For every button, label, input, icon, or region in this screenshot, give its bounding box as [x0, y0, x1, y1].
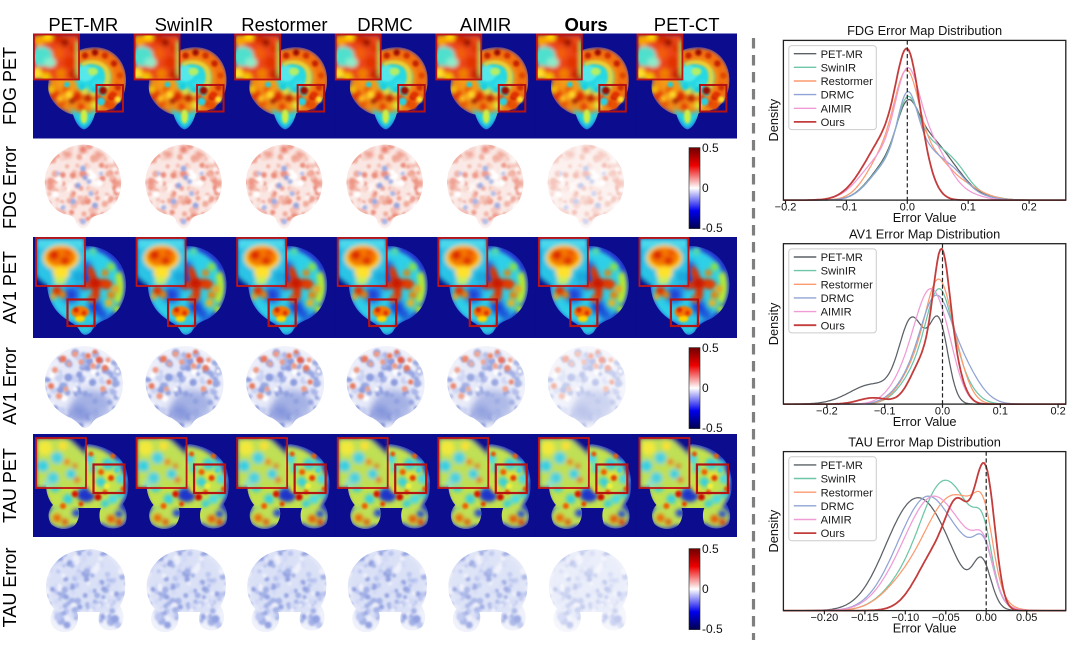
- svg-text:0.2: 0.2: [1050, 406, 1065, 418]
- svg-text:Error Value: Error Value: [893, 210, 957, 225]
- svg-text:FDG Error: FDG Error: [0, 146, 20, 229]
- svg-text:AV1 Error: AV1 Error: [0, 347, 20, 425]
- svg-text:FDG Error Map Distribution: FDG Error Map Distribution: [847, 23, 1002, 38]
- svg-text:Ours: Ours: [565, 14, 608, 35]
- svg-text:DRMC: DRMC: [821, 293, 855, 305]
- svg-text:Ours: Ours: [821, 528, 846, 540]
- svg-text:AV1 Error Map Distribution: AV1 Error Map Distribution: [849, 227, 1000, 242]
- svg-text:DRMC: DRMC: [821, 90, 855, 102]
- svg-text:Restormer: Restormer: [821, 76, 873, 88]
- svg-text:0.2: 0.2: [1021, 202, 1036, 214]
- svg-text:TAU PET: TAU PET: [0, 448, 20, 523]
- svg-text:TAU Error Map Distribution: TAU Error Map Distribution: [848, 434, 1001, 449]
- svg-text:0.0: 0.0: [900, 202, 915, 214]
- svg-text:SwinIR: SwinIR: [821, 62, 856, 74]
- svg-text:PET-MR: PET-MR: [48, 14, 118, 35]
- svg-text:−0.20: −0.20: [810, 612, 838, 624]
- svg-text:AIMIR: AIMIR: [821, 515, 852, 527]
- svg-text:AIMIR: AIMIR: [821, 103, 852, 115]
- svg-text:Density: Density: [766, 509, 781, 552]
- svg-text:PET-MR: PET-MR: [821, 460, 863, 472]
- svg-text:Error Value: Error Value: [893, 620, 957, 635]
- svg-text:SwinIR: SwinIR: [155, 14, 214, 35]
- svg-text:FDG PET: FDG PET: [0, 47, 20, 125]
- svg-text:PET-MR: PET-MR: [821, 252, 863, 264]
- svg-text:DRMC: DRMC: [357, 14, 413, 35]
- svg-text:−0.2: −0.2: [775, 202, 797, 214]
- svg-text:0.1: 0.1: [993, 406, 1008, 418]
- svg-text:0.05: 0.05: [1016, 612, 1037, 624]
- svg-text:SwinIR: SwinIR: [821, 474, 856, 486]
- svg-text:0.1: 0.1: [961, 202, 976, 214]
- svg-text:PET-MR: PET-MR: [821, 49, 863, 61]
- svg-text:Restormer: Restormer: [241, 14, 327, 35]
- svg-text:PET-CT: PET-CT: [654, 14, 720, 35]
- svg-text:−0.1: −0.1: [836, 202, 858, 214]
- svg-text:Restormer: Restormer: [821, 279, 873, 291]
- svg-text:AIMIR: AIMIR: [460, 14, 511, 35]
- svg-text:DRMC: DRMC: [821, 501, 855, 513]
- svg-text:−0.05: −0.05: [932, 612, 960, 624]
- svg-text:AIMIR: AIMIR: [821, 307, 852, 319]
- svg-text:AV1 PET: AV1 PET: [0, 251, 20, 324]
- svg-text:SwinIR: SwinIR: [821, 266, 856, 278]
- svg-text:−0.15: −0.15: [851, 612, 879, 624]
- svg-text:0.0: 0.0: [935, 406, 950, 418]
- svg-text:TAU Error: TAU Error: [0, 548, 20, 628]
- svg-text:Restormer: Restormer: [821, 487, 873, 499]
- svg-text:Density: Density: [766, 302, 781, 345]
- svg-text:Ours: Ours: [821, 320, 846, 332]
- svg-text:0.00: 0.00: [975, 612, 996, 624]
- svg-text:Density: Density: [766, 98, 781, 141]
- svg-text:−0.2: −0.2: [816, 406, 838, 418]
- svg-text:Error Value: Error Value: [893, 414, 957, 429]
- svg-text:−0.10: −0.10: [891, 612, 919, 624]
- svg-text:Ours: Ours: [821, 117, 846, 129]
- svg-text:−0.1: −0.1: [874, 406, 896, 418]
